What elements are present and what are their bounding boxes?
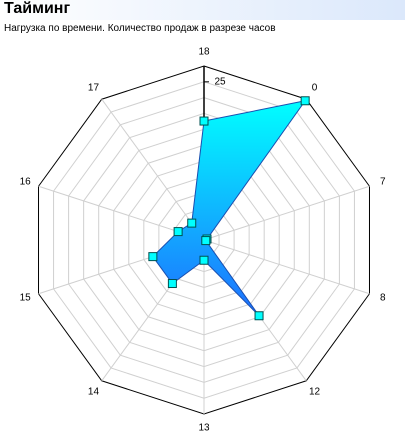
spoke	[203, 185, 370, 241]
radar-point	[199, 116, 209, 126]
category-label: 14	[88, 387, 100, 398]
header-bar	[0, 0, 405, 20]
category-label: 0	[312, 83, 318, 94]
chart-subtitle: Нагрузка по времени. Количество продаж в…	[4, 23, 276, 34]
radar-point	[300, 96, 310, 106]
category-label: 17	[88, 83, 100, 94]
radar-point	[254, 311, 264, 321]
radar-point	[199, 255, 209, 265]
category-label: 18	[198, 47, 210, 58]
category-label: 8	[380, 293, 386, 304]
category-label: 16	[20, 177, 32, 188]
category-label: 15	[20, 293, 32, 304]
spoke	[101, 98, 205, 241]
category-label: 12	[309, 387, 321, 398]
category-label: 13	[198, 423, 210, 434]
category-label: 7	[380, 177, 386, 188]
radar-point	[187, 218, 197, 228]
spoke	[203, 239, 370, 295]
radar-point	[173, 227, 183, 237]
y-tick-label: 25	[214, 76, 226, 87]
radar-point	[167, 279, 177, 289]
radar-point	[201, 236, 211, 246]
radar-point	[148, 252, 158, 262]
chart-title: Тайминг	[4, 0, 71, 17]
